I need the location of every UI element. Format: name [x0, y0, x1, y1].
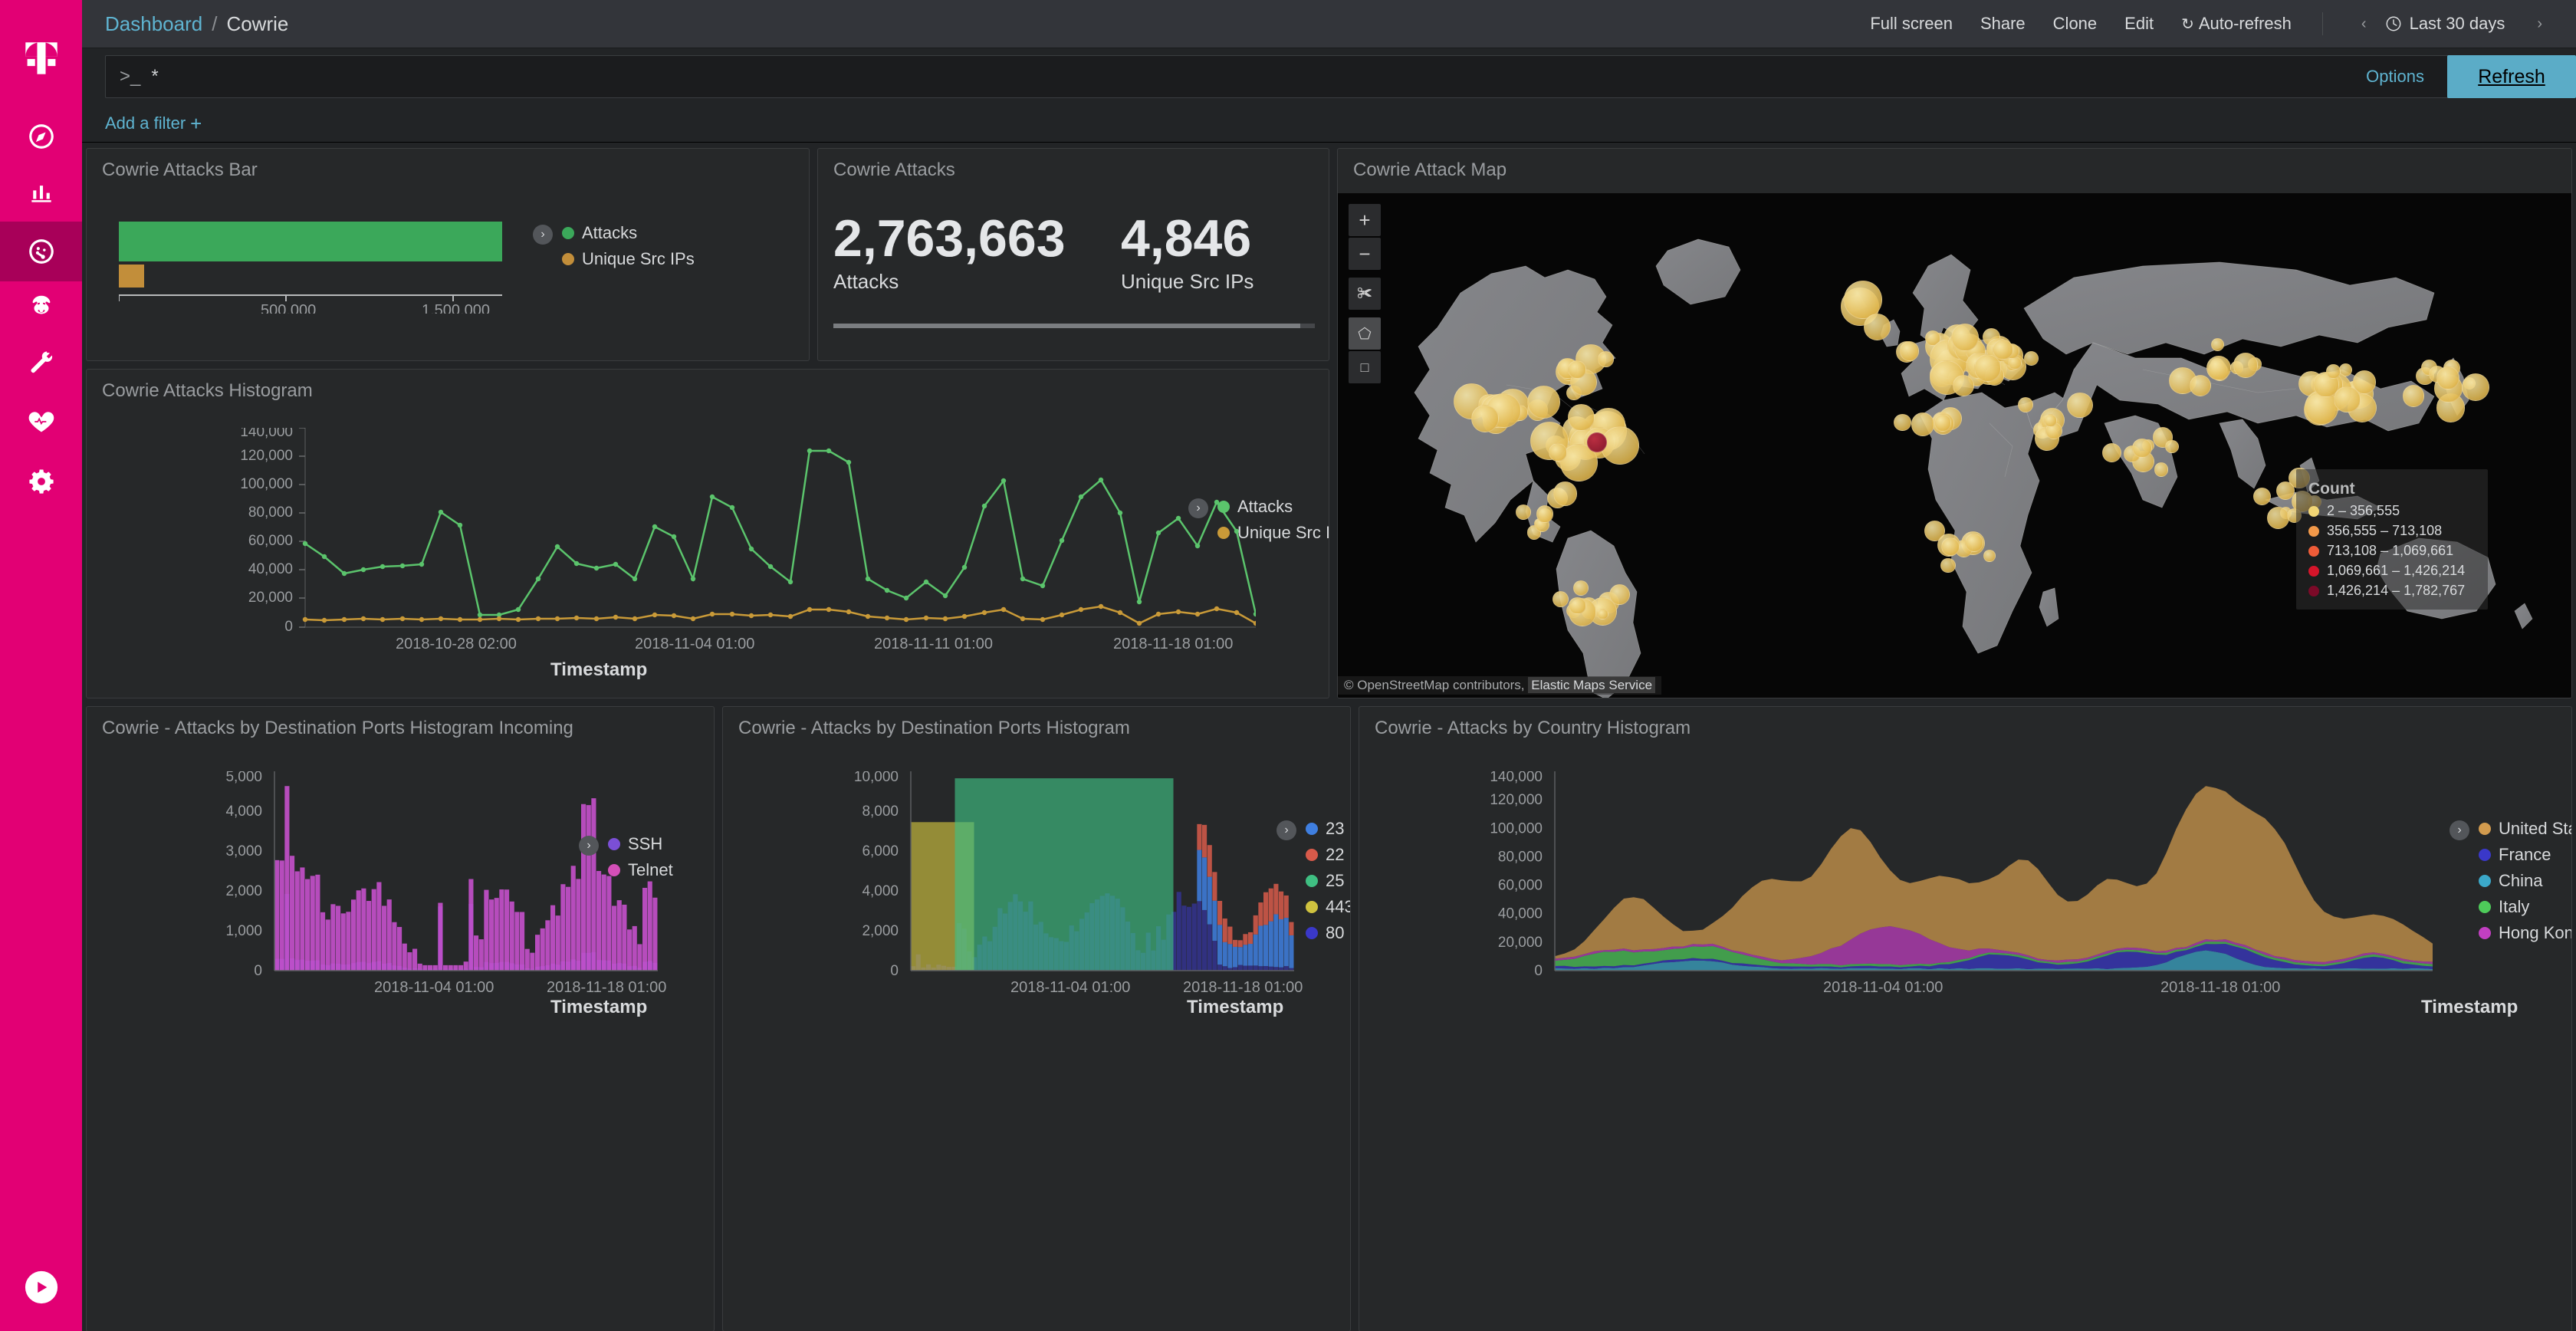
- svg-text:2,000: 2,000: [225, 883, 262, 899]
- svg-text:0: 0: [254, 963, 262, 979]
- svg-text:40,000: 40,000: [1498, 906, 1543, 922]
- svg-text:20,000: 20,000: [1498, 935, 1543, 951]
- svg-text:20,000: 20,000: [248, 590, 293, 606]
- svg-text:2,000: 2,000: [862, 923, 899, 939]
- svg-text:140,000: 140,000: [1490, 771, 1543, 785]
- svg-text:60,000: 60,000: [248, 533, 293, 549]
- svg-text:80,000: 80,000: [1498, 849, 1543, 865]
- svg-text:2018-11-04 01:00: 2018-11-04 01:00: [1823, 979, 1943, 996]
- svg-text:0: 0: [1534, 963, 1543, 979]
- svg-text:120,000: 120,000: [240, 448, 293, 464]
- svg-text:5,000: 5,000: [225, 771, 262, 785]
- svg-text:10,000: 10,000: [854, 771, 899, 785]
- svg-text:100,000: 100,000: [1490, 820, 1543, 836]
- svg-text:2018-11-04 01:00: 2018-11-04 01:00: [1010, 979, 1130, 996]
- svg-text:4,000: 4,000: [862, 883, 899, 899]
- svg-text:2018-11-18 01:00: 2018-11-18 01:00: [1113, 636, 1233, 652]
- svg-text:2018-11-11 01:00: 2018-11-11 01:00: [874, 636, 993, 652]
- svg-text:2018-11-18 01:00: 2018-11-18 01:00: [2160, 979, 2280, 996]
- svg-text:80,000: 80,000: [248, 504, 293, 521]
- svg-text:2018-10-28 02:00: 2018-10-28 02:00: [396, 636, 517, 652]
- svg-text:1,500,000: 1,500,000: [422, 302, 490, 314]
- svg-text:4,000: 4,000: [225, 804, 262, 820]
- svg-text:140,000: 140,000: [240, 428, 293, 440]
- svg-text:500,000: 500,000: [261, 302, 316, 314]
- svg-text:2018-11-04 01:00: 2018-11-04 01:00: [374, 979, 494, 996]
- svg-text:0: 0: [284, 619, 293, 635]
- svg-text:3,000: 3,000: [225, 843, 262, 859]
- svg-text:2018-11-18 01:00: 2018-11-18 01:00: [1183, 979, 1303, 996]
- svg-text:0: 0: [890, 963, 899, 979]
- svg-text:8,000: 8,000: [862, 804, 899, 820]
- svg-text:120,000: 120,000: [1490, 792, 1543, 808]
- svg-text:40,000: 40,000: [248, 561, 293, 577]
- svg-text:6,000: 6,000: [862, 843, 899, 859]
- svg-text:100,000: 100,000: [240, 476, 293, 492]
- svg-text:1,000: 1,000: [225, 923, 262, 939]
- svg-text:2018-11-18 01:00: 2018-11-18 01:00: [547, 979, 666, 996]
- svg-text:60,000: 60,000: [1498, 878, 1543, 894]
- svg-text:2018-11-04 01:00: 2018-11-04 01:00: [635, 636, 754, 652]
